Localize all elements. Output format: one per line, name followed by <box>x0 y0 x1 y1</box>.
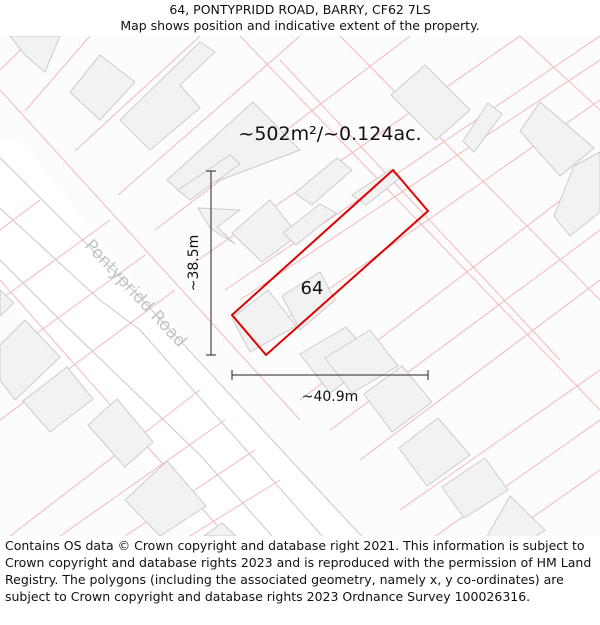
height-dimension-label: ~38.5m <box>186 235 202 292</box>
width-dimension-line <box>231 370 429 380</box>
property-address: 64, PONTYPRIDD ROAD, BARRY, CF62 7LS <box>169 2 431 17</box>
property-map[interactable]: Pontypridd Road 64 ~502m²/~0.124ac. ~38.… <box>0 36 600 536</box>
map-canvas: Pontypridd Road 64 ~502m²/~0.124ac. ~38.… <box>0 36 600 536</box>
map-header: 64, PONTYPRIDD ROAD, BARRY, CF62 7LS Map… <box>0 0 600 38</box>
area-label: ~502m²/~0.124ac. <box>238 123 421 145</box>
map-subtitle: Map shows position and indicative extent… <box>120 18 480 33</box>
buildings <box>0 36 600 536</box>
width-dimension-label: ~40.9m <box>302 389 359 405</box>
property-boundary[interactable] <box>230 168 430 357</box>
road <box>0 140 363 536</box>
copyright-attribution: Contains OS data © Crown copyright and d… <box>5 538 592 604</box>
height-dimension-line <box>206 170 216 356</box>
plot-number-label: 64 <box>301 278 324 299</box>
